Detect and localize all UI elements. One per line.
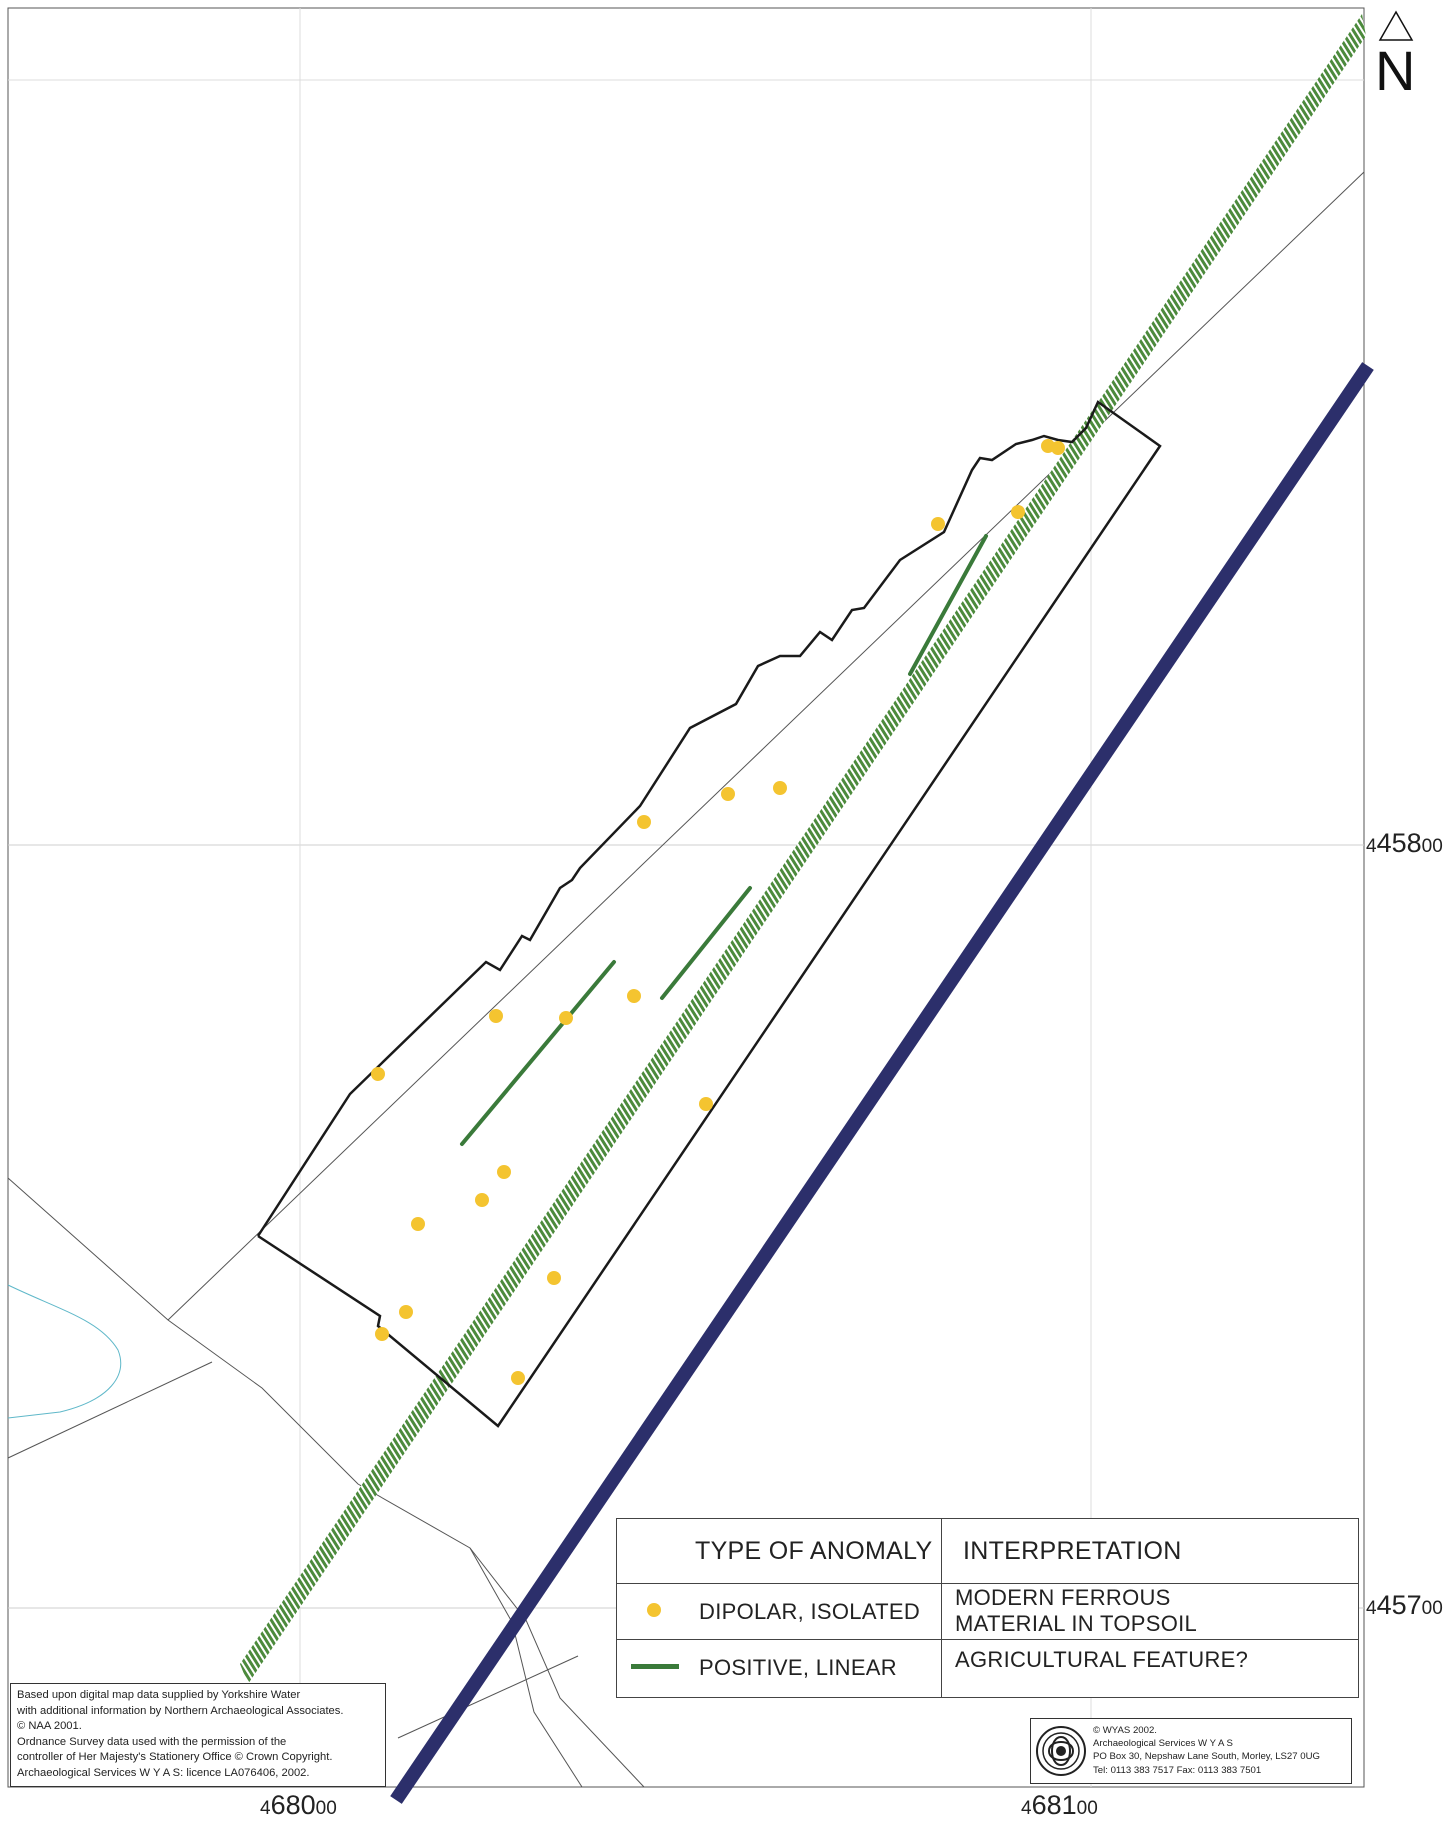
field-boundary-lower-branch [7, 1361, 213, 1459]
field-boundary-road-side [397, 1655, 579, 1739]
grid-label-prefix: 4 [1366, 1598, 1377, 1619]
dipolar-anomaly [497, 1165, 511, 1179]
dipolar-anomaly [475, 1193, 489, 1207]
grid-label-suffix: 00 [1421, 836, 1443, 857]
dipolar-anomaly [1011, 505, 1025, 519]
dipolar-anomaly [699, 1097, 713, 1111]
dipolar-anomalies [371, 439, 1065, 1385]
linear-anomaly [908, 534, 988, 676]
wyas-knot-logo-icon [1036, 1726, 1086, 1776]
dipolar-anomaly [411, 1217, 425, 1231]
legend-row-divider [617, 1583, 1358, 1584]
legend-table: TYPE OF ANOMALY INTERPRETATION DIPOLAR, … [616, 1518, 1359, 1698]
legend-interp-linear: AGRICULTURAL FEATURE? [955, 1647, 1249, 1672]
legend-interp-dipolar-1: MODERN FERROUS [955, 1585, 1171, 1610]
grid-label-main: 458 [1376, 828, 1422, 858]
credit-line: Archaeological Services W Y A S: licence… [17, 1766, 310, 1779]
wyas-line: PO Box 30, Nepshaw Lane South, Morley, L… [1093, 1751, 1320, 1763]
dipolar-anomaly [627, 989, 641, 1003]
dipolar-anomaly [721, 787, 735, 801]
dipolar-anomaly [773, 781, 787, 795]
wyas-line: Tel: 0113 383 7517 Fax: 0113 383 7501 [1093, 1764, 1262, 1776]
linear-anomalies [460, 534, 988, 1146]
dipolar-anomaly [489, 1009, 503, 1023]
linear-anomaly [460, 960, 616, 1146]
credit-line: Based upon digital map data supplied by … [17, 1689, 301, 1701]
grid-label-main: 680 [270, 1790, 316, 1820]
map-frame [7, 7, 1365, 1788]
dipolar-anomaly [399, 1305, 413, 1319]
credit-line: with additional information by Northern … [17, 1704, 344, 1717]
wyas-line: Archaeological Services W Y A S [1093, 1738, 1233, 1750]
legend-interp-dipolar-2: MATERIAL IN TOPSOIL [955, 1611, 1198, 1636]
grid-label-suffix: 00 [315, 1798, 337, 1819]
linear-anomaly [660, 886, 752, 1000]
grid-label-main: 457 [1376, 1590, 1422, 1620]
credit-line: controller of Her Majesty's Stationery O… [17, 1751, 333, 1764]
field-boundary-lower-left [7, 1177, 645, 1788]
dipolar-anomaly [511, 1371, 525, 1385]
survey-area-boundary [256, 400, 1162, 1428]
credit-line: Ordnance Survey data used with the permi… [17, 1735, 287, 1748]
road [390, 362, 1374, 1804]
dipolar-anomaly [375, 1327, 389, 1341]
legend-type-dipolar: DIPOLAR, ISOLATED [699, 1599, 921, 1624]
grid-label-suffix: 00 [1076, 1798, 1098, 1819]
dipolar-symbol-icon [647, 1603, 661, 1617]
grid-label-easting-680: 468000 [260, 1790, 337, 1821]
grid-label-main: 681 [1031, 1790, 1077, 1820]
pipeline-corridor [240, 14, 1366, 1684]
north-arrow-icon [1378, 10, 1414, 41]
legend-row-divider [617, 1639, 1358, 1640]
field-boundary-diagonal [167, 171, 1365, 1321]
grid-label-northing-457: 445700 [1366, 1590, 1443, 1621]
legend-divider [941, 1519, 942, 1697]
grid-label-suffix: 00 [1421, 1598, 1443, 1619]
dipolar-anomaly [1051, 441, 1065, 455]
grid-label-prefix: 4 [1021, 1798, 1032, 1819]
grid-label-northing-458: 445800 [1366, 828, 1443, 859]
grid-label-easting-681: 468100 [1021, 1790, 1098, 1821]
dipolar-anomaly [637, 815, 651, 829]
dipolar-anomaly [559, 1011, 573, 1025]
dipolar-anomaly [547, 1271, 561, 1285]
legend-header-interpretation: INTERPRETATION [963, 1537, 1182, 1565]
north-label: N [1375, 39, 1416, 102]
grid-label-prefix: 4 [260, 1798, 271, 1819]
grid-label-prefix: 4 [1366, 836, 1377, 857]
legend-header-type: TYPE OF ANOMALY [695, 1537, 933, 1565]
data-credits: Based upon digital map data supplied by … [10, 1683, 386, 1787]
field-boundary-bottom-mid [469, 1547, 583, 1788]
wyas-credit-box: © WYAS 2002. Archaeological Services W Y… [1030, 1718, 1352, 1784]
wyas-line: © WYAS 2002. [1093, 1725, 1157, 1736]
field-boundaries [7, 171, 1365, 1788]
linear-symbol-icon [631, 1664, 679, 1669]
credit-line: © NAA 2001. [17, 1720, 82, 1733]
wyas-contact: © WYAS 2002. Archaeological Services W Y… [1093, 1724, 1320, 1777]
dipolar-anomaly [371, 1067, 385, 1081]
dipolar-anomaly [931, 517, 945, 531]
legend-type-linear: POSITIVE, LINEAR [699, 1655, 897, 1680]
stream [7, 1284, 122, 1419]
